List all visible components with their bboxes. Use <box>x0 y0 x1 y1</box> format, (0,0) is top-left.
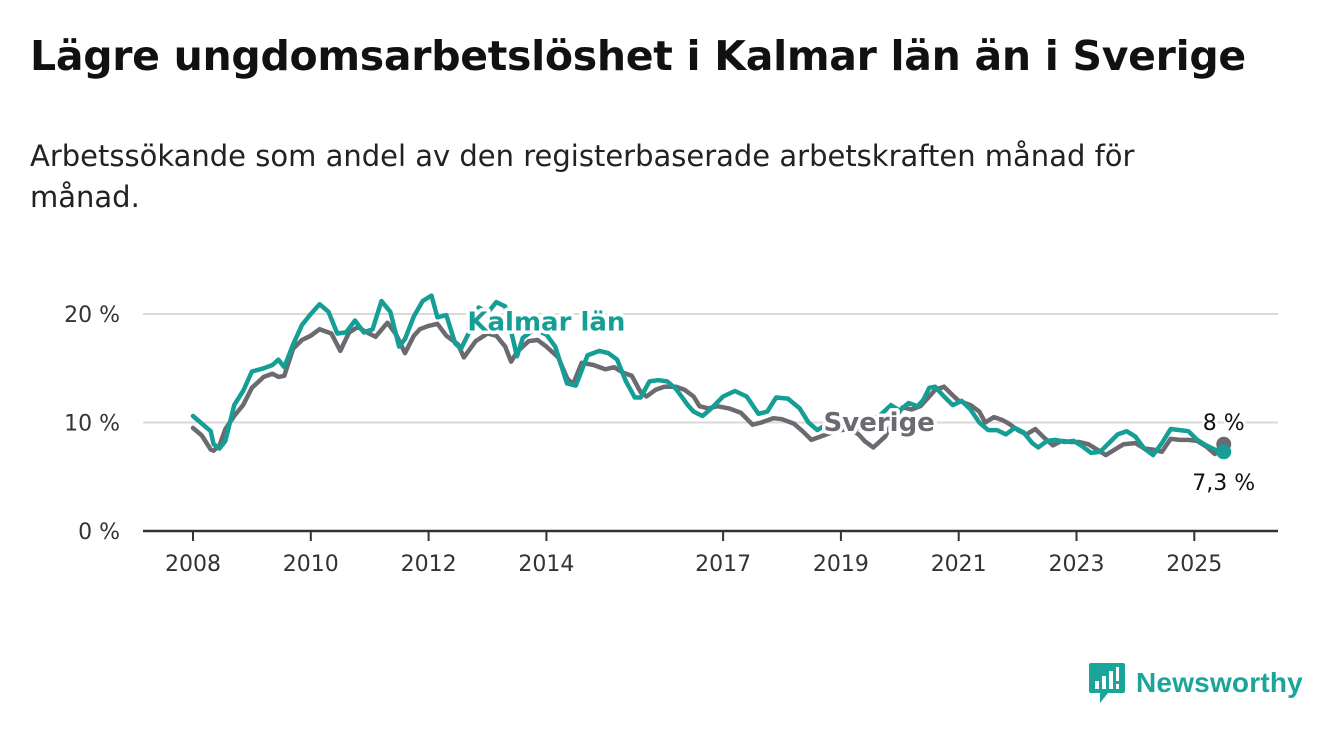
series-labels: 8 % 7,3 % Kalmar län Sverige <box>464 304 1258 499</box>
page-subtitle: Arbetssökande som andel av den registerb… <box>30 139 1135 214</box>
end-point-marker <box>1216 444 1232 460</box>
x-tick-label: 2019 <box>813 552 869 577</box>
series-label: Kalmar län <box>467 307 625 337</box>
grid-lines <box>143 313 1278 424</box>
x-tick-label: 2014 <box>518 552 574 577</box>
x-tick-label: 2017 <box>695 552 751 577</box>
bar-chart-badge-icon <box>1089 663 1125 703</box>
series-lines <box>190 293 1227 458</box>
series-label: Sverige <box>824 408 935 438</box>
series-line-sverige <box>190 320 1227 458</box>
axes: 0 % 10 % 20 % 2008 2010 2012 2014 2017 2019 2021 2… <box>64 303 1278 577</box>
end-value-label: 7,3 % <box>1192 471 1255 496</box>
page-title: Lägre ungdomsarbetslöshet i Kalmar län ä… <box>30 32 1246 80</box>
x-tick-label: 2012 <box>401 552 457 577</box>
y-tick-label: 0 % <box>78 520 120 545</box>
newsworthy-logo: Newsworthy <box>1088 660 1303 706</box>
y-tick-label: 10 % <box>64 412 120 437</box>
x-tick-label: 2008 <box>165 552 221 577</box>
x-tick-label: 2023 <box>1049 552 1105 577</box>
end-value-label: 8 % <box>1203 411 1245 436</box>
series-line-kalmar-l-n <box>190 293 1227 458</box>
logo-text: Newsworthy <box>1136 667 1303 698</box>
x-tick-label: 2010 <box>283 552 339 577</box>
y-tick-label: 20 % <box>64 303 120 328</box>
x-tick-label: 2025 <box>1166 552 1222 577</box>
x-tick-label: 2021 <box>931 552 987 577</box>
